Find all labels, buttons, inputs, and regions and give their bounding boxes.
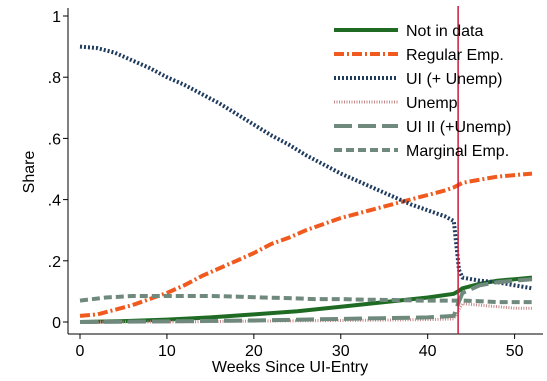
legend-label-1: Regular Emp. (406, 47, 504, 64)
legend: Not in data Regular Emp. UI (+ Unemp) Unemp… (334, 23, 511, 160)
y-tick-label: .6 (48, 131, 61, 148)
x-tick-label: 20 (245, 343, 263, 360)
x-tick-label: 50 (506, 343, 524, 360)
legend-label-4: UI II (+Unemp) (406, 119, 511, 136)
y-tick-label: .2 (48, 254, 61, 271)
series-line-5 (79, 294, 532, 305)
series-line-1 (79, 171, 533, 318)
y-tick-label: .8 (48, 70, 61, 87)
legend-label-2: UI (+ Unemp) (406, 71, 502, 88)
x-tick-label: 40 (419, 343, 437, 360)
y-tick-label: 0 (52, 315, 61, 332)
y-tick-label: .4 (48, 193, 61, 210)
series-line-2 (79, 44, 533, 291)
series-layer (79, 44, 533, 324)
y-axis-ticks: 0 .2 .4 .6 .8 1 (48, 9, 68, 332)
x-tick-label: 30 (332, 343, 350, 360)
legend-label-3: Unemp (406, 95, 458, 112)
y-axis-label: Share (21, 151, 38, 194)
legend-label-5: Marginal Emp. (406, 143, 509, 160)
series-line-4 (79, 277, 533, 324)
plot-area: 0 .2 .4 .6 .8 1 0 10 20 30 40 50 (48, 6, 543, 360)
x-axis-label: Weeks Since UI-Entry (212, 359, 368, 376)
legend-label-0: Not in data (406, 23, 483, 40)
x-tick-label: 10 (158, 343, 176, 360)
x-tick-label: 0 (76, 343, 85, 360)
y-tick-label: 1 (52, 9, 61, 26)
x-axis-ticks: 0 10 20 30 40 50 (76, 334, 524, 360)
